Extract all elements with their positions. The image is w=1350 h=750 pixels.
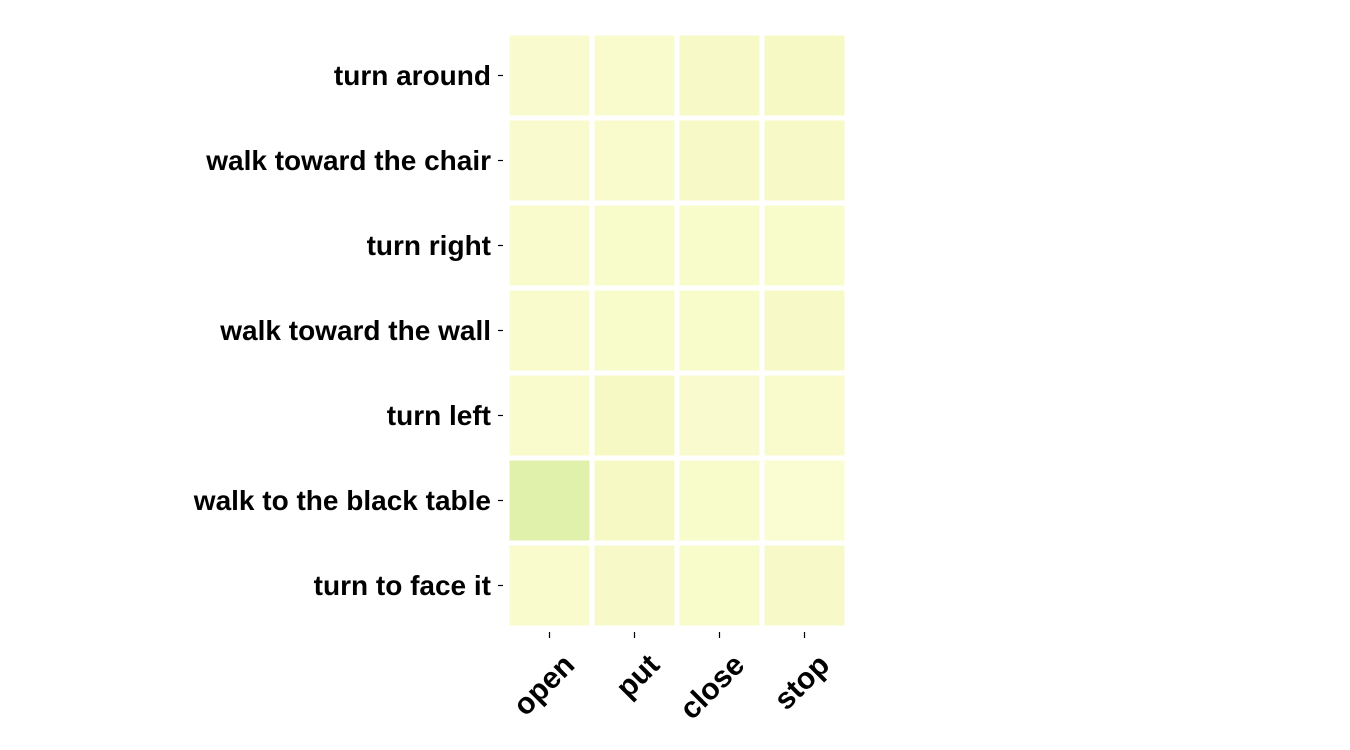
row-label: turn right	[367, 230, 491, 261]
heatmap-cell	[764, 290, 845, 371]
heatmap-cell	[679, 205, 760, 286]
heatmap-cell	[594, 35, 675, 116]
heatmap-cell	[679, 120, 760, 201]
heatmap-cell	[594, 290, 675, 371]
heatmap-cell	[679, 375, 760, 456]
row-label: walk toward the chair	[205, 145, 491, 176]
heatmap-cell	[594, 545, 675, 626]
row-labels: turn around walk toward the chair turn rig…	[193, 60, 503, 601]
heatmap-cell	[679, 290, 760, 371]
heatmap-cell	[594, 120, 675, 201]
heatmap-cell	[509, 375, 590, 456]
heatmap-cell	[679, 460, 760, 541]
row-label: walk to the black table	[193, 485, 491, 516]
heatmap-cell	[764, 460, 845, 541]
heatmap-cell	[764, 120, 845, 201]
heatmap-cell	[509, 120, 590, 201]
column-label: stop	[768, 648, 836, 716]
heatmap-cell	[679, 545, 760, 626]
column-label: open	[507, 648, 581, 722]
heatmap-cell	[764, 35, 845, 116]
row-label: turn to face it	[314, 570, 491, 601]
heatmap-cell	[764, 375, 845, 456]
row-label: walk toward the wall	[219, 315, 491, 346]
column-labels: open put close stop	[507, 632, 836, 726]
column-label: put	[610, 648, 666, 704]
heatmap-cell	[764, 205, 845, 286]
heatmap-cell	[594, 375, 675, 456]
heatmap-cell	[509, 35, 590, 116]
heatmap-cell	[509, 290, 590, 371]
heatmap-cell	[594, 205, 675, 286]
heatmap-cell	[679, 35, 760, 116]
heatmap-cell	[509, 205, 590, 286]
heatmap-cells	[505, 33, 845, 628]
row-label: turn left	[387, 400, 491, 431]
column-label: close	[674, 648, 752, 726]
heatmap-cell	[509, 545, 590, 626]
heatmap-cell	[594, 460, 675, 541]
row-label: turn around	[334, 60, 491, 91]
heatmap-cell	[764, 545, 845, 626]
heatmap-cell	[509, 460, 590, 541]
